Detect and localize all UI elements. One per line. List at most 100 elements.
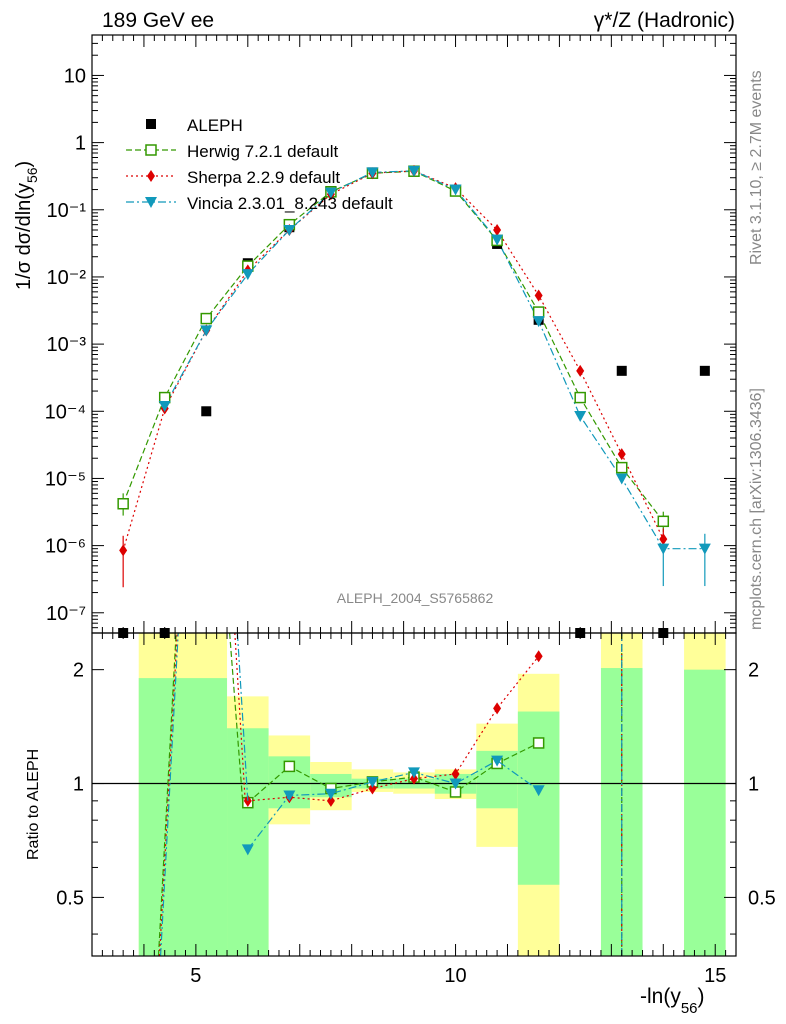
ratio-y-tick-label-right: 0.5 xyxy=(748,887,776,909)
legend-marker xyxy=(145,197,157,208)
mc-data-point xyxy=(119,544,128,557)
ratio-point xyxy=(243,794,252,807)
mc-data-point xyxy=(532,306,545,318)
ratio-point xyxy=(366,776,379,788)
legend-label: Vincia 2.3.01_8.243 default xyxy=(187,194,393,213)
rivet-version-label: Rivet 3.1.10, ≥ 2.7M events xyxy=(748,70,765,265)
legend-entry: Herwig 7.2.1 default xyxy=(126,142,338,161)
header-right-title: γ*/Z (Hadronic) xyxy=(594,9,735,32)
ratio-panel: 5 10 15 0.5 0.5 1 1 2 2 xyxy=(56,632,776,987)
ratio-y-axis-title: Ratio to ALEPH xyxy=(25,749,42,860)
ratio-point xyxy=(451,767,460,780)
ratio-offscale-line xyxy=(229,633,244,801)
legend-marker xyxy=(147,170,155,182)
mc-data-point xyxy=(408,165,420,177)
main-y-axis-title: 1/σ dσ/dln(y56) xyxy=(13,161,40,290)
mc-series-line xyxy=(164,170,705,550)
x-tick-label: 10 xyxy=(444,965,466,987)
mc-data-point xyxy=(617,448,626,461)
mc-data-point xyxy=(659,533,668,546)
mc-data-point xyxy=(200,325,213,337)
ratio-offscale-line xyxy=(236,633,249,801)
mc-data-point xyxy=(324,187,337,199)
mc-data-point xyxy=(615,461,628,474)
aleph-data-point xyxy=(616,365,627,376)
band-inner xyxy=(227,728,269,956)
mc-data-point xyxy=(491,234,504,246)
mc-data-point xyxy=(449,184,462,196)
ratio-series-line xyxy=(247,742,539,804)
legend-marker xyxy=(146,119,156,129)
x-tick-label: 15 xyxy=(704,965,726,987)
band-inner xyxy=(684,669,726,956)
mc-data-point xyxy=(615,473,628,485)
mc-data-point xyxy=(574,411,587,423)
ratio-point xyxy=(324,788,337,800)
ratio-series-line xyxy=(247,655,540,802)
main-panel: 10⁻⁷ 10⁻⁶ 10⁻⁵ 10⁻⁴ 10⁻³ 10⁻² 10⁻¹ 1 10 ALEPH Herw… xyxy=(45,34,737,956)
ratio-y-tick-label: 0.5 xyxy=(56,887,84,909)
header-left-title: 189 GeV ee xyxy=(102,9,214,32)
legend-entry: ALEPH xyxy=(146,116,243,135)
band-inner xyxy=(138,678,228,956)
ratio-point xyxy=(493,702,502,715)
mc-data-point xyxy=(493,223,502,236)
ratio-y-tick-label-right: 1 xyxy=(748,774,759,796)
legend-label: Sherpa 2.2.9 default xyxy=(187,168,340,187)
ratio-point xyxy=(534,650,543,663)
aleph-data-point xyxy=(201,406,212,417)
main-y-tick-label: 10⁻¹ xyxy=(47,200,87,222)
main-y-tick-label: 10 xyxy=(64,65,86,87)
main-y-tick-label: 10⁻⁵ xyxy=(45,468,86,490)
ratio-offscale-line xyxy=(234,633,246,801)
mc-series-line xyxy=(122,170,664,522)
x-tick-label: 5 xyxy=(190,965,201,987)
ratio-point xyxy=(283,790,296,802)
main-y-tick-label: 10⁻⁶ xyxy=(45,536,86,558)
legend-entry: Sherpa 2.2.9 default xyxy=(126,168,340,187)
ratio-series-line xyxy=(247,759,539,850)
ratio-point xyxy=(326,794,335,807)
legend: ALEPH Herwig 7.2.1 default Sherpa 2.2.9 de… xyxy=(126,116,393,213)
mc-data-point xyxy=(200,312,213,325)
analysis-label: ALEPH_2004_S5765862 xyxy=(337,590,494,606)
mc-data-point xyxy=(657,543,670,555)
ratio-offscale-line xyxy=(158,633,178,956)
ratio-offscale-line xyxy=(159,633,179,956)
ratio-y-tick-label: 2 xyxy=(73,660,84,682)
tick-marks xyxy=(91,34,737,956)
ratio-point xyxy=(410,772,418,785)
mc-data-point xyxy=(241,269,254,281)
mc-data-point xyxy=(117,498,129,510)
mc-data-point xyxy=(366,167,379,179)
mc-series-line xyxy=(122,170,664,551)
main-y-tick-label: 1 xyxy=(75,133,86,155)
mc-data-point xyxy=(657,515,670,528)
ratio-y-tick-label-right: 2 xyxy=(748,660,759,682)
aleph-data-point xyxy=(699,365,710,376)
mc-data-point xyxy=(576,364,585,377)
svg-text:1/σ dσ/dln(y56): 1/σ dσ/dln(y56) xyxy=(13,161,40,290)
svg-text:-ln(y56): -ln(y56) xyxy=(640,985,705,1017)
ratio-point xyxy=(491,755,504,767)
ratio-point xyxy=(532,737,545,749)
legend-label: Herwig 7.2.1 default xyxy=(187,142,338,161)
mc-data-point xyxy=(574,391,586,404)
x-axis-title: -ln(y56) xyxy=(640,985,705,1017)
mc-data-point xyxy=(283,224,296,236)
ratio-point xyxy=(283,760,296,773)
main-y-tick-label: 10⁻⁴ xyxy=(45,401,86,423)
main-y-tick-label: 10⁻² xyxy=(47,267,87,289)
main-y-tick-label: 10⁻³ xyxy=(47,334,87,356)
mc-data-point xyxy=(534,289,543,302)
mc-data-point xyxy=(158,400,171,412)
mcplots-label: mcplots.cern.ch [arXiv:1306.3436] xyxy=(748,388,765,630)
ratio-point xyxy=(408,767,420,779)
main-y-tick-label: 10⁻⁷ xyxy=(46,603,86,625)
ratio-y-tick-label: 1 xyxy=(73,774,84,796)
ratio-point xyxy=(368,782,377,795)
mc-data-point xyxy=(698,543,711,555)
legend-label: ALEPH xyxy=(187,116,243,135)
legend-entry: Vincia 2.3.01_8.243 default xyxy=(126,194,393,213)
